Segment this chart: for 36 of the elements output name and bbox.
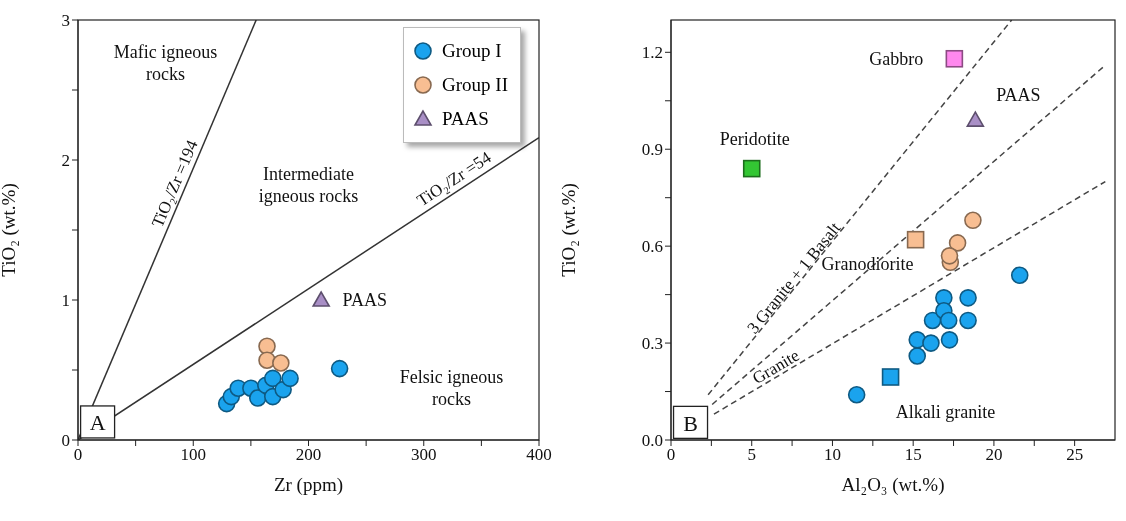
y-axis-title: TiO₂ (wt.%) [0, 183, 20, 277]
y-tick-label: 2 [61, 151, 70, 171]
y-tick-label: 0.0 [641, 431, 663, 451]
x-tick-label: 0 [666, 445, 676, 465]
series-label: PAAS [996, 85, 1041, 106]
annotation: B [683, 410, 698, 436]
x-axis-title: Al₂O₃ (wt.%) [841, 474, 945, 496]
y-tick-label: 1.2 [641, 43, 663, 63]
y-tick-label: 3 [61, 11, 70, 31]
annotation: A [89, 410, 106, 436]
annotation: Mafic igneous rocks [113, 42, 218, 85]
legend-label: PAAS [442, 108, 489, 130]
annotation: Felsic igneous rocks [399, 367, 504, 410]
x-tick-label: 100 [180, 445, 206, 465]
y-tick-label: 0.9 [641, 140, 663, 160]
x-tick-label: 20 [985, 445, 1003, 465]
legend-label: Group II [442, 74, 508, 96]
x-tick-label: 10 [823, 445, 841, 465]
y-tick-label: 0.3 [641, 334, 663, 354]
annotation: Intermediate igneous rocks [258, 164, 359, 207]
series-label: Peridotite [719, 128, 790, 149]
series-label: Gabbro [869, 48, 924, 69]
x-tick-label: 300 [411, 445, 437, 465]
legend-label: Group I [442, 40, 502, 62]
x-tick-label: 25 [1066, 445, 1084, 465]
x-tick-label: 15 [904, 445, 922, 465]
y-tick-label: 0.6 [641, 237, 663, 257]
y-tick-label: 0 [61, 431, 70, 451]
annotation: PAAS [342, 290, 387, 311]
x-tick-label: 400 [526, 445, 552, 465]
y-tick-label: 1 [61, 291, 70, 311]
x-tick-label: 200 [295, 445, 322, 465]
x-axis-title: Zr (ppm) [273, 474, 344, 496]
y-axis-title: TiO₂ (wt.%) [557, 183, 580, 277]
x-tick-label: 5 [747, 445, 756, 465]
series-label: Alkali granite [895, 402, 996, 422]
